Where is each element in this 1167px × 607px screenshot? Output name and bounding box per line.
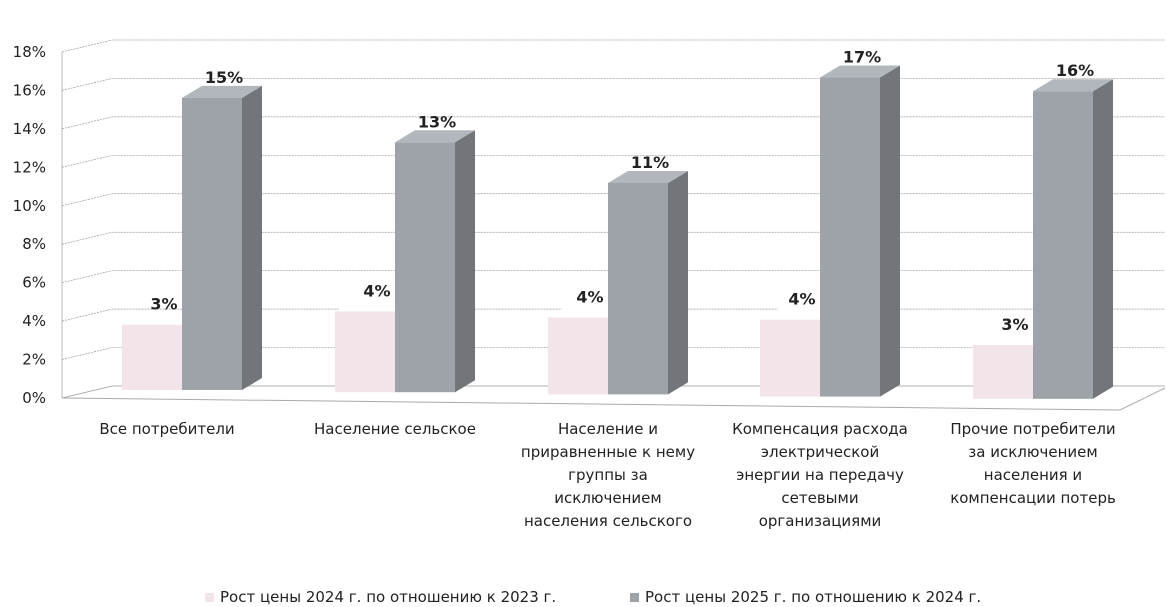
bar	[335, 311, 395, 393]
y-tick-label: 12%	[13, 158, 46, 176]
y-tick-label: 4%	[22, 312, 46, 330]
y-tick-label: 0%	[22, 389, 46, 407]
data-label: 4%	[363, 281, 390, 300]
data-label: 16%	[1056, 61, 1094, 80]
legend-label: Рост цены 2025 г. по отношению к 2024 г.	[645, 588, 982, 606]
y-tick-label: 10%	[13, 197, 46, 215]
legend-item: Рост цены 2025 г. по отношению к 2024 г.	[630, 588, 981, 606]
bar-side	[242, 85, 262, 391]
y-tick-label: 8%	[22, 235, 46, 253]
data-label: 15%	[205, 68, 243, 87]
y-tick-label: 6%	[22, 274, 46, 292]
y-tick-label: 2%	[22, 351, 46, 369]
bar	[973, 344, 1033, 399]
legend-label: Рост цены 2024 г. по отношению к 2023 г.	[220, 588, 557, 606]
grid-line	[61, 116, 1165, 130]
bar	[1033, 91, 1093, 399]
grid-line	[61, 270, 1165, 284]
bar-side	[1093, 79, 1113, 399]
bar	[122, 324, 182, 390]
grid-line	[61, 193, 1165, 207]
grid-line	[61, 78, 1165, 91]
x-tick-label: Население и приравненные к нему группы з…	[520, 420, 696, 530]
bar-side	[455, 130, 475, 393]
bar-side	[880, 65, 900, 397]
bar	[608, 182, 668, 395]
bar	[760, 319, 820, 397]
bar	[182, 97, 242, 391]
data-label: 4%	[576, 288, 603, 307]
data-label: 11%	[631, 153, 669, 172]
bar	[395, 142, 455, 393]
legend-swatch	[205, 592, 214, 602]
bar-top	[182, 85, 262, 98]
legend-swatch	[630, 592, 639, 602]
bar	[548, 317, 608, 395]
x-tick-label: Прочие потребители за исключением населе…	[950, 420, 1116, 507]
bar-top	[608, 170, 688, 183]
floor	[61, 387, 1166, 411]
bar-top	[820, 65, 900, 78]
y-tick-label: 18%	[13, 43, 46, 61]
x-tick-label: Население сельское	[314, 420, 476, 438]
grid-line	[61, 39, 1165, 53]
data-label: 13%	[418, 112, 456, 131]
grid-line	[61, 154, 1165, 168]
data-label: 4%	[788, 290, 815, 309]
bar-side	[668, 170, 688, 395]
y-tick-label: 14%	[13, 120, 46, 138]
x-tick-label: Компенсация расхода электрической энерги…	[732, 420, 908, 530]
y-tick-label: 16%	[13, 81, 46, 99]
bar	[820, 77, 880, 397]
data-label: 17%	[843, 48, 881, 67]
data-label: 3%	[150, 295, 177, 314]
bar-top	[395, 130, 475, 143]
data-label: 3%	[1001, 315, 1028, 334]
grid-line	[61, 231, 1165, 245]
bar-top	[1033, 79, 1113, 92]
legend-item: Рост цены 2024 г. по отношению к 2023 г.	[205, 588, 556, 606]
x-tick-label: Все потребители	[99, 420, 235, 438]
